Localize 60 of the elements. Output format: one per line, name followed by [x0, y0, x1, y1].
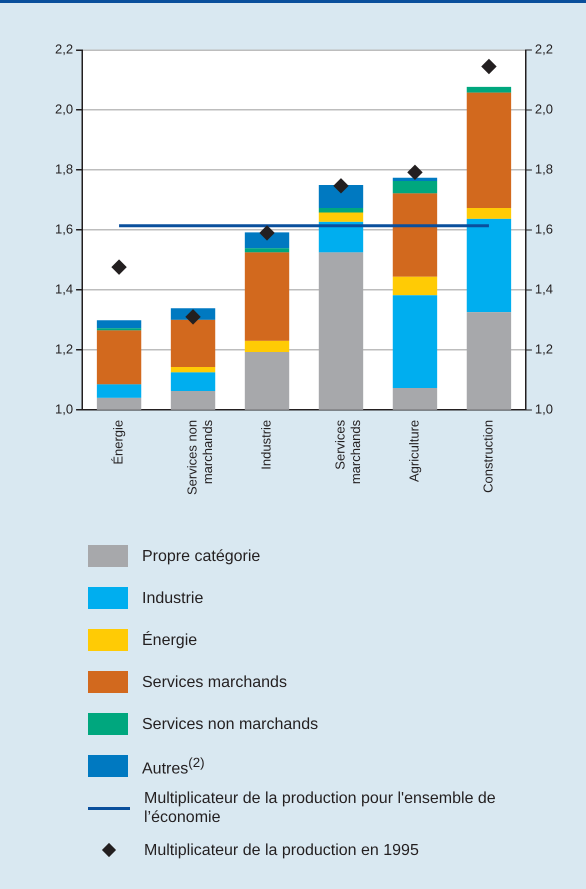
bar [466, 86, 512, 93]
bar [244, 340, 290, 352]
y-tick-label: 1,2 [54, 341, 74, 356]
bar [244, 252, 290, 341]
y-tick-label: 2,0 [54, 102, 74, 117]
point [481, 58, 496, 74]
y-tick-label: 1,0 [54, 401, 74, 416]
bar [244, 352, 290, 410]
bar [96, 330, 142, 384]
point [186, 309, 201, 324]
bar [96, 398, 142, 410]
bar [170, 372, 216, 391]
bar [392, 181, 438, 194]
bar [96, 320, 142, 328]
point [407, 164, 422, 180]
point [112, 260, 127, 275]
bar [466, 218, 512, 312]
bar [392, 388, 438, 410]
legend-label: Services marchands [142, 672, 288, 692]
x-tick-label: Agriculture [406, 420, 422, 482]
legend-label: Multiplicateur de la production pour l'ensemble de l’économie [144, 789, 497, 827]
y2-tick-label: 1,2 [534, 341, 554, 356]
y-tick-label: 2,2 [54, 42, 74, 57]
bar [466, 208, 512, 219]
legend-label: Industrie [142, 588, 204, 608]
legend-label: Multiplicateur de la production en 1995 [144, 840, 420, 860]
bar [318, 212, 364, 222]
x-tick-label: Construction [480, 420, 496, 493]
bar [318, 252, 364, 410]
y2-tick-label: 2,2 [534, 42, 554, 57]
bar [392, 295, 438, 388]
bar [170, 320, 216, 367]
x-tick-label: Services marchands [332, 419, 364, 484]
y2-tick-label: 1,8 [534, 162, 554, 177]
y2-tick-label: 1,6 [534, 222, 554, 237]
bar [466, 92, 512, 208]
x-tick-label: Industrie [258, 420, 274, 470]
y-tick-label: 1,6 [54, 222, 74, 237]
x-tick-label: Énergie [110, 420, 126, 465]
x-tick-label: Services non marchands [184, 419, 216, 496]
legend-label: Autres$^{(2)}$ [142, 754, 206, 779]
bar [392, 178, 438, 182]
bar [392, 276, 438, 296]
y-tick-label: 1,8 [54, 162, 74, 177]
bar [244, 248, 290, 252]
bar [96, 384, 142, 398]
bar [170, 366, 216, 372]
bar [392, 193, 438, 277]
y-tick-label: 1,4 [54, 281, 74, 296]
y2-tick-label: 1,0 [534, 401, 554, 416]
bar [170, 390, 216, 410]
legend-label: Services non marchands [142, 714, 320, 734]
legend-label: Énergie [142, 630, 198, 650]
bar [318, 208, 364, 213]
legend-label: Propre catégorie [142, 546, 262, 566]
bar [466, 312, 512, 410]
y2-tick-label: 1,4 [534, 281, 554, 296]
point [333, 178, 348, 194]
bar [318, 184, 364, 208]
y2-tick-label: 2,0 [534, 102, 554, 117]
